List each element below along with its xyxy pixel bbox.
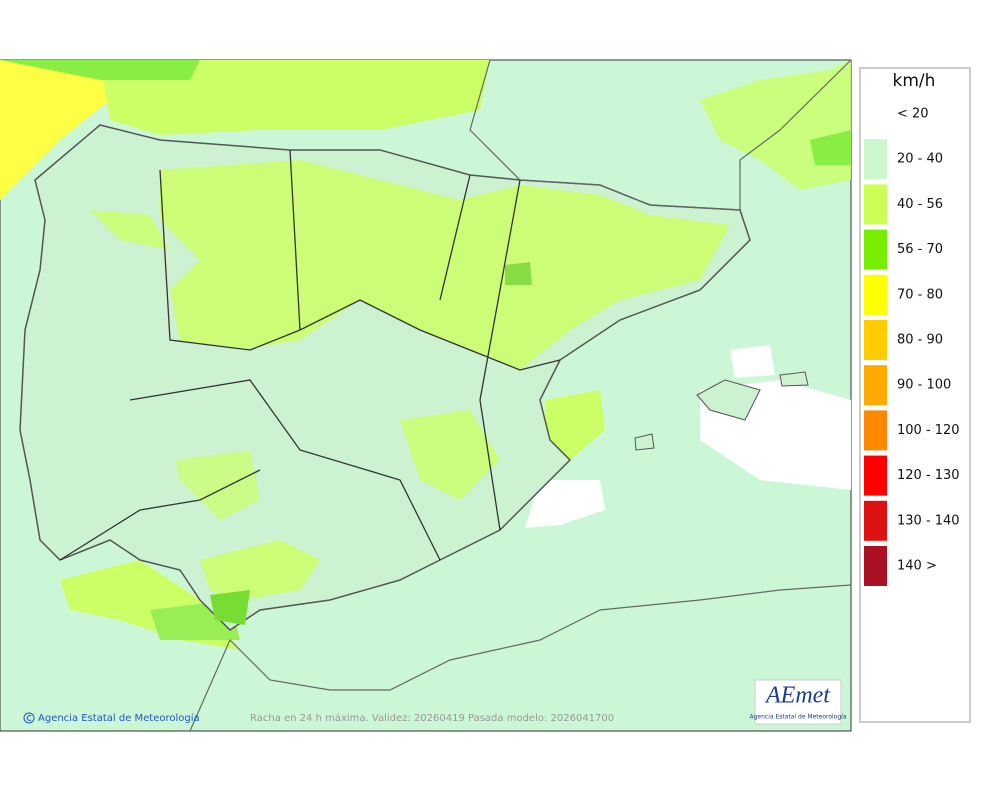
wind-zone <box>200 540 320 600</box>
legend-swatch <box>864 320 887 360</box>
legend-label: 130 - 140 <box>897 513 960 528</box>
legend-label: 120 - 130 <box>897 468 960 483</box>
wind-zone <box>0 60 110 200</box>
legend-title: km/h <box>893 71 936 91</box>
wind-zone <box>505 262 532 285</box>
wind-zone <box>100 60 490 135</box>
legend-swatch <box>864 274 887 315</box>
legend-label: 56 - 70 <box>897 242 943 257</box>
caption: Racha en 24 h máxima. Validez: 20260419 … <box>250 712 614 724</box>
legend-swatch <box>864 229 887 270</box>
legend-swatch <box>864 94 887 134</box>
legend-swatch <box>864 546 887 586</box>
legend-swatch <box>864 410 887 451</box>
legend-label: 70 - 80 <box>897 287 943 302</box>
legend-label: < 20 <box>897 107 929 122</box>
legend-label: 80 - 90 <box>897 333 943 348</box>
map <box>0 59 852 732</box>
wind-zone <box>810 130 851 165</box>
credit: Agencia Estatal de Meteorología <box>23 712 200 724</box>
copyright-icon <box>23 712 35 724</box>
wind-zone <box>90 210 170 250</box>
legend-label: 90 - 100 <box>897 378 951 393</box>
coastline <box>189 584 852 732</box>
copyright-icon <box>26 715 32 721</box>
coastline <box>469 59 852 211</box>
legend-label: 20 - 40 <box>897 152 943 167</box>
logo: AEmet Agencia Estatal de Meteorología <box>750 679 847 725</box>
wind-zone <box>400 410 500 500</box>
calm-zone <box>525 480 605 528</box>
wind-zone <box>175 450 260 520</box>
wind-zone <box>160 160 730 370</box>
legend-swatch <box>864 500 887 541</box>
credit-text: Agencia Estatal de Meteorología <box>38 712 200 724</box>
logo-text: AEmet <box>764 683 831 709</box>
legend: km/h < 20 20 - 40 40 - 56 56 - 70 70 - 80 80 … <box>859 67 971 723</box>
legend-swatch <box>864 184 887 225</box>
calm-zone <box>730 345 775 378</box>
legend-swatch <box>864 365 887 406</box>
wind-zone <box>0 60 200 80</box>
logo-subtitle: Agencia Estatal de Meteorología <box>750 714 847 721</box>
legend-label: 100 - 120 <box>897 423 960 438</box>
logo-box <box>754 679 842 725</box>
region-borders <box>59 149 561 561</box>
legend-label: 40 - 56 <box>897 197 943 212</box>
wind-zone <box>210 590 250 625</box>
wind-zone <box>700 60 851 190</box>
wind-zone <box>545 390 605 460</box>
island <box>696 379 761 421</box>
legend-swatch <box>864 455 887 496</box>
island <box>779 371 809 387</box>
island <box>634 433 655 451</box>
legend-label: 140 > <box>897 559 937 574</box>
legend-swatch <box>864 139 887 180</box>
